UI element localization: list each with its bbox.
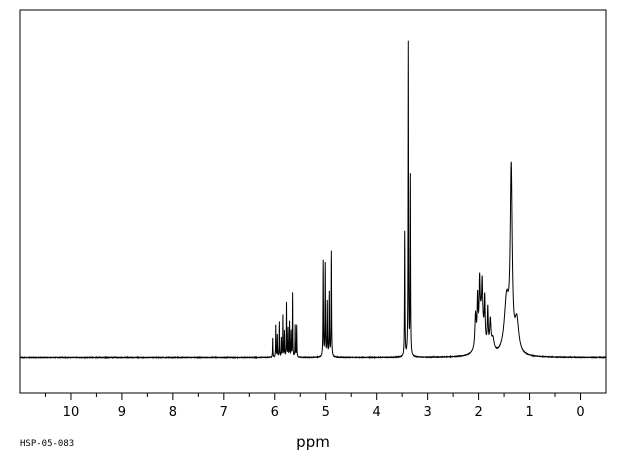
plot-frame [19, 9, 607, 394]
x-tick-label: 0 [576, 405, 584, 420]
spectrum-code: HSP-05-083 [20, 439, 74, 449]
x-axis-ticks [44, 393, 582, 400]
x-tick-label: 9 [118, 405, 126, 420]
x-axis-tick-labels: 10 9 8 7 6 5 4 3 2 1 0 [63, 405, 585, 420]
x-tick-label: 6 [271, 405, 279, 420]
x-tick-label: 10 [63, 405, 80, 420]
x-tick-label: 4 [373, 405, 381, 420]
x-axis-title: ppm [296, 433, 330, 451]
x-tick-label: 1 [525, 405, 533, 420]
x-tick-label: 2 [474, 405, 482, 420]
x-tick-label: 7 [220, 405, 228, 420]
x-tick-label: 5 [322, 405, 330, 420]
spectrum-trace [19, 40, 607, 360]
x-tick-label: 3 [424, 405, 432, 420]
x-tick-label: 8 [169, 405, 177, 420]
